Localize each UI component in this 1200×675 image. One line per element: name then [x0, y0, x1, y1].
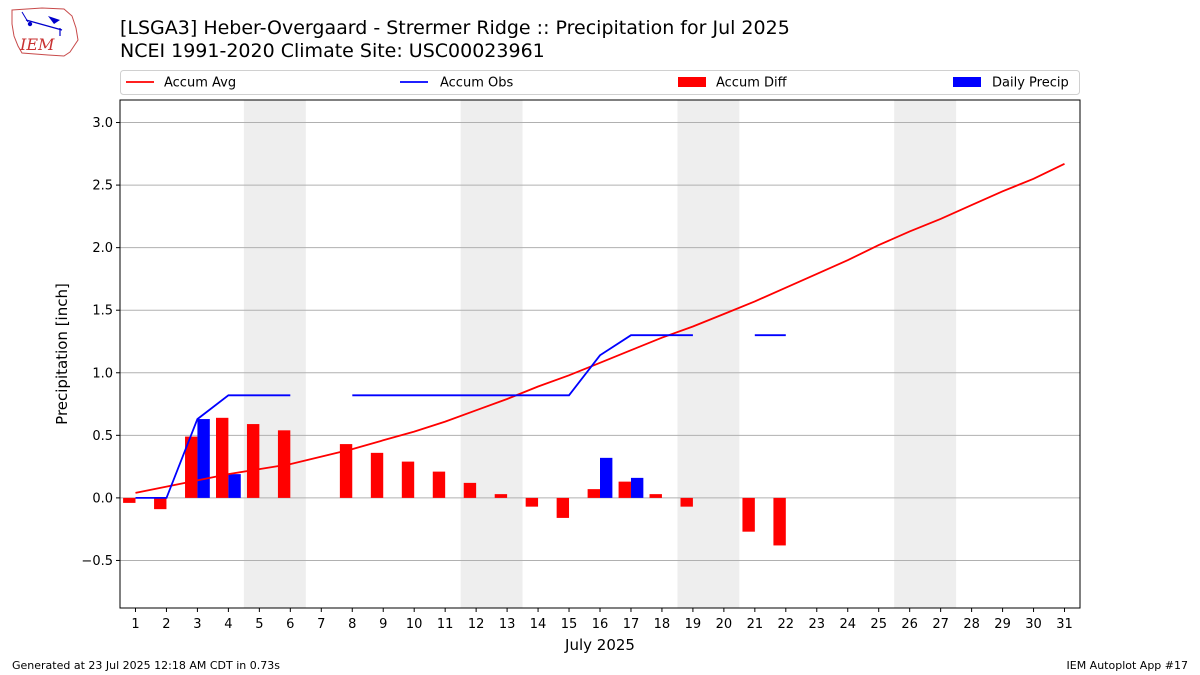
- x-tick-label: 2: [162, 617, 170, 632]
- accum-diff-bar: [277, 430, 291, 498]
- accum-obs-line: [135, 334, 786, 499]
- x-tick-label: 14: [530, 617, 547, 632]
- x-tick-label: 24: [839, 617, 856, 632]
- bars: [123, 417, 786, 546]
- weekend-span: [243, 100, 306, 608]
- daily-precip-bar: [197, 419, 210, 498]
- accum-diff-bar: [123, 497, 136, 503]
- accum-diff-bar: [339, 444, 353, 498]
- accum-avg-line: [135, 162, 1065, 494]
- x-tick-label: 30: [1025, 617, 1042, 632]
- accum-diff-bar: [246, 424, 260, 498]
- lines: [135, 162, 1065, 499]
- accum-diff-bar: [680, 497, 693, 507]
- x-tick-label: 18: [654, 617, 671, 632]
- x-tick-label: 4: [224, 617, 232, 632]
- y-tick-label: 1.0: [92, 366, 113, 381]
- accum-diff-bar: [154, 497, 167, 510]
- x-tick-label: 31: [1056, 617, 1073, 632]
- daily-precip-bar: [630, 477, 644, 498]
- x-tick-label: 16: [592, 617, 609, 632]
- weekend-shading: [243, 100, 957, 608]
- accum-diff-bar: [649, 494, 662, 498]
- x-tick-label: 26: [901, 617, 918, 632]
- chart-subtitle: NCEI 1991-2020 Climate Site: USC00023961: [120, 40, 545, 62]
- logo-text: IEM: [19, 35, 55, 54]
- y-tick-label: 0.0: [92, 491, 113, 506]
- x-tick-label: 1: [131, 617, 139, 632]
- chart-title: [LSGA3] Heber-Overgaard - Strermer Ridge…: [120, 17, 790, 39]
- accum-diff-bar: [216, 417, 229, 498]
- accum-diff-bar: [463, 482, 477, 498]
- accum-diff-bar: [525, 497, 539, 507]
- x-tick-label: 5: [255, 617, 263, 632]
- iem-logo: IEM: [11, 7, 79, 57]
- x-tick-label: 9: [379, 617, 387, 632]
- app-credit: IEM Autoplot App #17: [1066, 659, 1189, 672]
- accum-diff-bar: [401, 461, 415, 498]
- legend-box: [120, 70, 1080, 95]
- x-tick-label: 6: [286, 617, 294, 632]
- legend-label: Accum Obs: [440, 76, 513, 91]
- weekend-span: [894, 100, 957, 608]
- y-tick-label: 1.5: [92, 304, 113, 319]
- accum-diff-bar: [556, 497, 570, 518]
- weekend-span: [460, 100, 523, 608]
- x-tick-label: 11: [437, 617, 454, 632]
- x-tick-label: 21: [747, 617, 764, 632]
- accum-diff-bar: [773, 497, 786, 546]
- legend-label: Accum Avg: [164, 76, 236, 91]
- x-tick-label: 25: [870, 617, 887, 632]
- accum-diff-bar: [432, 471, 446, 498]
- x-tick-label: 20: [716, 617, 733, 632]
- accum-diff-bar: [370, 452, 384, 498]
- accum-diff-bar: [587, 489, 600, 498]
- y-tick-label: 2.5: [92, 179, 113, 194]
- accum-diff-bar: [618, 481, 631, 498]
- x-tick-label: 17: [623, 617, 640, 632]
- x-tick-label: 19: [685, 617, 702, 632]
- x-tick-label: 15: [561, 617, 578, 632]
- y-tick-label: 3.0: [92, 116, 113, 131]
- x-tick-label: 8: [348, 617, 356, 632]
- x-tick-label: 12: [468, 617, 485, 632]
- x-tick-label: 7: [317, 617, 325, 632]
- legend-swatch: [678, 77, 706, 87]
- legend-label: Daily Precip: [992, 76, 1069, 91]
- daily-precip-bar: [600, 457, 613, 498]
- x-tick-label: 10: [406, 617, 423, 632]
- x-tick-label: 3: [193, 617, 201, 632]
- y-tick-label: 0.5: [92, 429, 113, 444]
- generated-timestamp: Generated at 23 Jul 2025 12:18 AM CDT in…: [12, 659, 280, 672]
- x-tick-label: 29: [994, 617, 1011, 632]
- daily-precip-bar: [228, 474, 241, 498]
- x-tick-label: 13: [499, 617, 516, 632]
- accum-diff-bar: [742, 497, 755, 532]
- y-tick-label: −0.5: [81, 554, 113, 569]
- accum-diff-bar: [494, 494, 508, 498]
- legend-label: Accum Diff: [716, 76, 788, 91]
- weekend-span: [677, 100, 740, 608]
- y-axis-label: Precipitation [inch]: [53, 283, 71, 425]
- legend: Accum Avg Accum Obs Accum Diff Daily Precip: [120, 70, 1080, 95]
- legend-swatch: [953, 77, 981, 87]
- x-tick-label: 27: [932, 617, 949, 632]
- axis-ticks: −0.50.00.51.01.52.02.53.01 2 3 4 5 6 7 8 9 10 11 12…: [81, 116, 1072, 632]
- x-tick-label: 23: [809, 617, 826, 632]
- x-tick-label: 22: [778, 617, 795, 632]
- x-axis-label: July 2025: [564, 636, 635, 654]
- x-tick-label: 28: [963, 617, 980, 632]
- y-tick-label: 2.0: [92, 241, 113, 256]
